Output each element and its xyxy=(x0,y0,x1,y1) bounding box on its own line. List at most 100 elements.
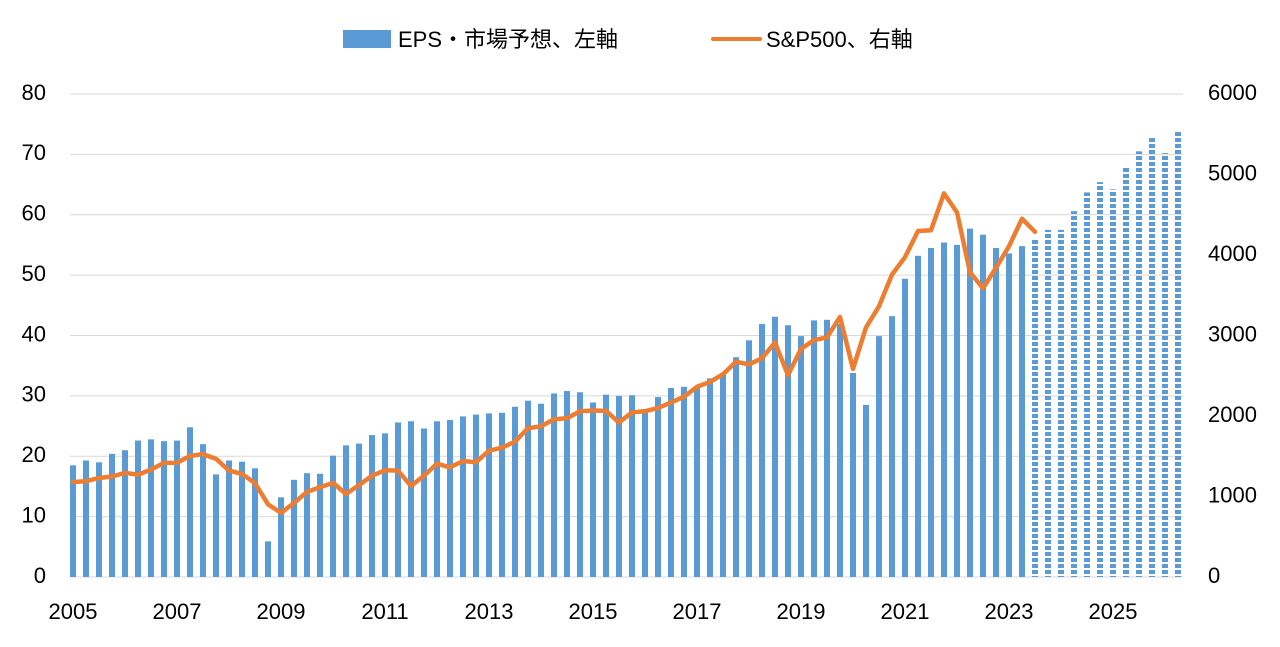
eps-bar xyxy=(174,440,180,577)
eps-forecast-bar xyxy=(1071,211,1077,577)
eps-bar xyxy=(486,413,492,577)
eps-bar xyxy=(447,420,453,577)
eps-bar xyxy=(473,414,479,577)
gridlines xyxy=(70,93,1183,578)
x-tick-label: 2017 xyxy=(673,599,722,624)
y-left-tick-label: 70 xyxy=(22,140,46,165)
eps-bar xyxy=(694,386,700,577)
eps-bar xyxy=(343,445,349,577)
eps-bar xyxy=(252,468,258,577)
y-left-tick-label: 0 xyxy=(34,563,46,588)
eps-bar xyxy=(265,541,271,577)
eps-bar xyxy=(889,316,895,577)
y-left-tick-label: 10 xyxy=(22,502,46,527)
eps-forecast-bar xyxy=(1136,151,1142,577)
eps-bar xyxy=(369,435,375,577)
eps-bar xyxy=(109,453,115,577)
eps-bar xyxy=(863,404,869,577)
eps-forecast-bar xyxy=(1058,229,1064,577)
eps-bar xyxy=(499,412,505,577)
right-axis-ticks: 0 1000 2000 3000 4000 5000 6000 xyxy=(1208,80,1257,588)
y-right-tick-label: 0 xyxy=(1208,563,1220,588)
legend-eps-swatch xyxy=(343,30,391,48)
eps-bar xyxy=(70,465,76,577)
eps-bar xyxy=(837,324,843,577)
y-left-tick-label: 80 xyxy=(22,80,46,105)
eps-bar xyxy=(655,397,661,577)
eps-bar xyxy=(759,324,765,577)
eps-bar xyxy=(681,386,687,577)
eps-bar xyxy=(538,403,544,577)
eps-bar xyxy=(200,444,206,577)
eps-bar xyxy=(629,395,635,577)
eps-bar xyxy=(551,393,557,577)
x-tick-label: 2023 xyxy=(985,599,1034,624)
eps-bar xyxy=(122,450,128,577)
left-axis-ticks: 0 10 20 30 40 50 60 70 80 xyxy=(22,80,46,588)
sp500-series xyxy=(70,191,1038,516)
x-tick-label: 2021 xyxy=(881,599,930,624)
eps-bar xyxy=(941,242,947,577)
legend: EPS・市場予想、左軸 S&P500、右軸 xyxy=(343,27,913,52)
eps-bar xyxy=(928,247,934,578)
eps-bar xyxy=(967,228,973,578)
eps-bar xyxy=(239,461,245,577)
y-left-tick-label: 40 xyxy=(22,321,46,346)
eps-bar xyxy=(356,443,362,577)
y-right-tick-label: 1000 xyxy=(1208,482,1257,507)
eps-bar xyxy=(642,410,648,577)
eps-bar xyxy=(161,441,167,577)
eps-bar xyxy=(616,395,622,577)
y-right-tick-label: 4000 xyxy=(1208,241,1257,266)
eps-forecast-bar xyxy=(1162,153,1168,578)
y-left-tick-label: 60 xyxy=(22,201,46,226)
eps-bar xyxy=(850,372,856,577)
x-tick-label: 2005 xyxy=(49,599,98,624)
x-tick-label: 2007 xyxy=(153,599,202,624)
eps-bar xyxy=(317,473,323,577)
eps-bar xyxy=(915,255,921,577)
eps-bar xyxy=(772,316,778,577)
x-tick-label: 2013 xyxy=(465,599,514,624)
y-left-tick-label: 50 xyxy=(22,261,46,286)
eps-bar xyxy=(278,497,284,577)
eps-bar xyxy=(811,320,817,577)
eps-forecast-bar xyxy=(1032,238,1038,577)
eps-bar xyxy=(720,374,726,577)
eps-bar xyxy=(577,392,583,577)
eps-bar xyxy=(564,391,570,577)
eps-bar xyxy=(434,421,440,577)
eps-forecast-bar xyxy=(1084,192,1090,577)
eps-bar xyxy=(785,325,791,577)
x-tick-label: 2025 xyxy=(1089,599,1138,624)
eps-bar xyxy=(213,474,219,577)
eps-bar xyxy=(83,460,89,577)
eps-forecast-bar xyxy=(1123,167,1129,577)
eps-bar xyxy=(408,421,414,577)
y-left-tick-label: 30 xyxy=(22,382,46,407)
eps-forecast-bar xyxy=(1045,229,1051,577)
eps-bar xyxy=(512,406,518,577)
eps-bars xyxy=(70,132,1181,578)
eps-forecast-bar xyxy=(1149,138,1155,578)
eps-bar xyxy=(993,247,999,578)
eps-bar xyxy=(1006,253,1012,577)
x-tick-label: 2011 xyxy=(361,599,408,624)
eps-bar xyxy=(291,479,297,577)
eps-bar xyxy=(96,462,102,577)
eps-bar xyxy=(421,428,427,577)
eps-bar xyxy=(798,336,804,577)
eps-bar xyxy=(876,336,882,577)
eps-bar xyxy=(980,234,986,577)
y-right-tick-label: 2000 xyxy=(1208,402,1257,427)
x-tick-label: 2019 xyxy=(777,599,826,624)
eps-bar xyxy=(460,416,466,577)
eps-bar xyxy=(148,439,154,577)
eps-bar xyxy=(668,388,674,577)
eps-bar xyxy=(603,394,609,577)
eps-bar xyxy=(590,402,596,577)
eps-bar xyxy=(395,422,401,577)
eps-bar xyxy=(746,340,752,577)
eps-bar xyxy=(525,400,531,577)
